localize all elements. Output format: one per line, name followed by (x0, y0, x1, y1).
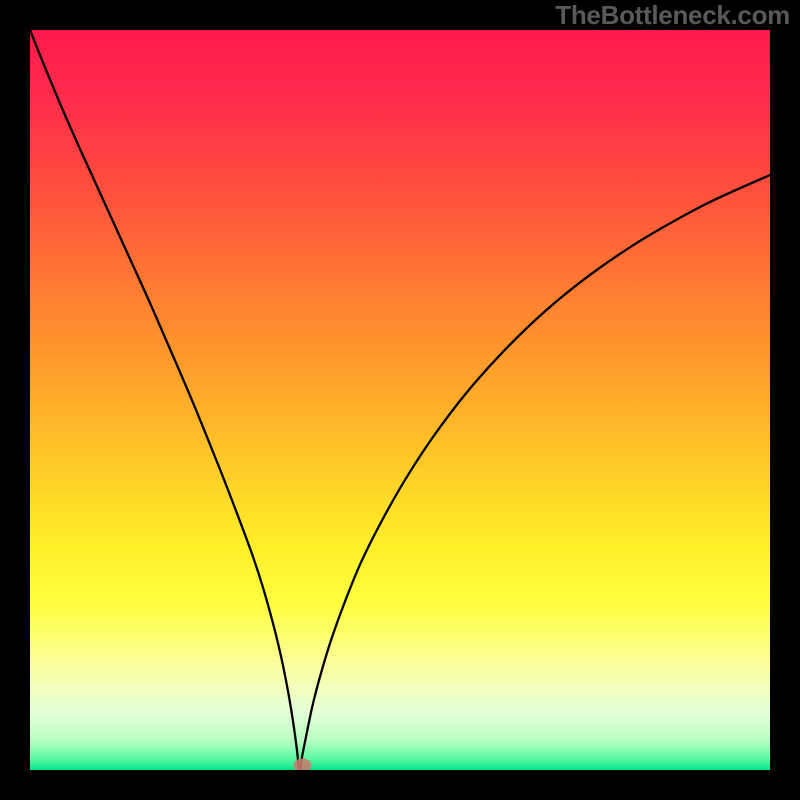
watermark-text: TheBottleneck.com (555, 0, 790, 31)
bottleneck-chart (0, 0, 800, 800)
chart-background-gradient (30, 30, 770, 770)
chart-frame: TheBottleneck.com (0, 0, 800, 800)
